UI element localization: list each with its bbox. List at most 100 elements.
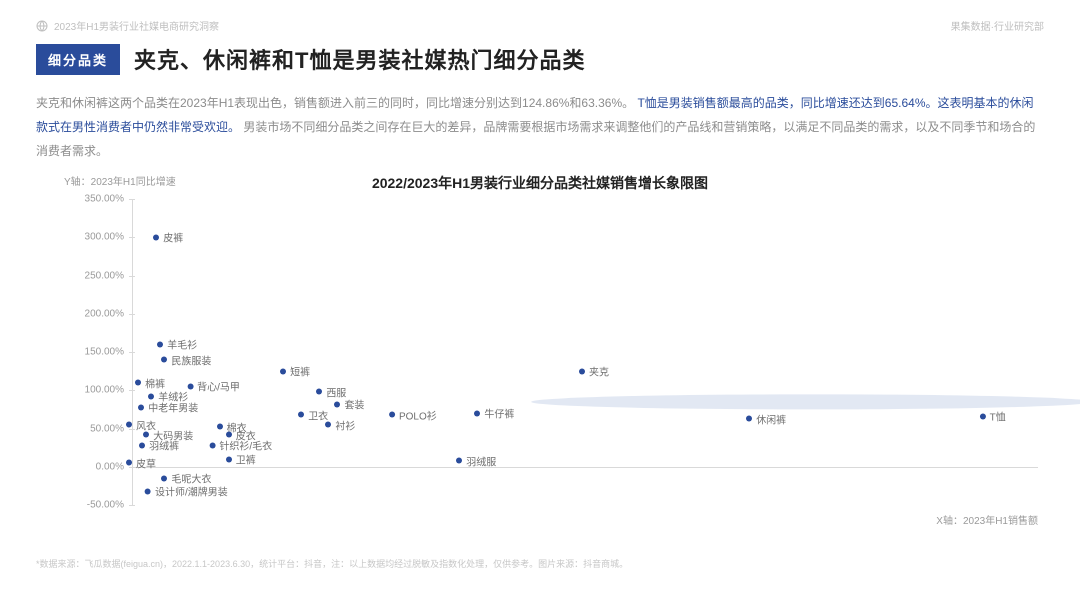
top-bar-right: 果集数据·行业研究部: [951, 18, 1044, 33]
point-dot: [161, 357, 167, 363]
scatter-point: 休闲裤: [746, 411, 786, 426]
point-dot: [474, 410, 480, 416]
point-label: 羽绒裤: [149, 438, 179, 453]
scatter-point: 卫衣: [298, 407, 328, 422]
highlight-halo: [531, 394, 1080, 409]
section-pill: 细分品类: [36, 44, 120, 75]
point-dot: [139, 442, 145, 448]
point-dot: [334, 401, 340, 407]
top-bar-left: 2023年H1男装行业社媒电商研究洞察: [36, 18, 219, 33]
scatter-point: 短裤: [280, 364, 310, 379]
point-dot: [456, 458, 462, 464]
scatter-point: 皮草: [126, 455, 156, 470]
y-tick-label: 300.00%: [85, 232, 124, 243]
point-dot: [135, 380, 141, 386]
top-bar: 2023年H1男装行业社媒电商研究洞察 果集数据·行业研究部: [36, 18, 1044, 33]
scatter-point: 设计师/潮牌男装: [145, 484, 228, 499]
y-tick-mark: [129, 352, 135, 353]
report-slide: 2023年H1男装行业社媒电商研究洞察 果集数据·行业研究部 细分品类 夹克、休…: [0, 0, 1080, 608]
scatter-point: POLO衫: [389, 407, 437, 422]
scatter-chart: Y轴：2023年H1同比增速 2022/2023年H1男装行业细分品类社媒销售增…: [36, 173, 1044, 553]
scatter-point: 夹克: [579, 364, 609, 379]
scatter-point: 卫裤: [226, 452, 256, 467]
y-tick-mark: [129, 314, 135, 315]
y-tick-mark: [129, 276, 135, 277]
scatter-point: 民族服装: [161, 352, 211, 367]
y-tick-mark: [129, 199, 135, 200]
footnote: *数据来源：飞瓜数据(feigua.cn)，2022.1.1-2023.6.30…: [36, 557, 1044, 570]
point-dot: [126, 422, 132, 428]
y-tick-label: 0.00%: [96, 461, 124, 472]
point-dot: [138, 404, 144, 410]
y-tick-label: 150.00%: [85, 347, 124, 358]
y-tick-label: 100.00%: [85, 385, 124, 396]
point-label: 皮草: [136, 455, 156, 470]
scatter-point: 皮裤: [153, 230, 183, 245]
point-label: 休闲裤: [756, 411, 786, 426]
y-tick-label: 250.00%: [85, 270, 124, 281]
point-dot: [579, 368, 585, 374]
point-label: 背心/马甲: [197, 379, 240, 394]
point-label: 棉裤: [145, 375, 165, 390]
scatter-point: 棉裤: [135, 375, 165, 390]
point-label: 牛仔裤: [484, 406, 514, 421]
point-label: POLO衫: [399, 407, 437, 422]
title-row: 细分品类 夹克、休闲裤和T恤是男装社媒热门细分品类: [36, 43, 1044, 75]
point-dot: [143, 432, 149, 438]
plot-area: -50.00%0.00%50.00%100.00%150.00%200.00%2…: [132, 199, 1038, 505]
point-dot: [157, 341, 163, 347]
scatter-point: 套装: [334, 397, 364, 412]
point-label: 皮裤: [163, 230, 183, 245]
scatter-point: 中老年男装: [138, 400, 198, 415]
point-dot: [746, 416, 752, 422]
globe-icon: [36, 20, 48, 32]
point-label: 短裤: [290, 364, 310, 379]
x-axis-line: [132, 467, 1038, 468]
y-tick-label: 350.00%: [85, 194, 124, 205]
scatter-point: 牛仔裤: [474, 406, 514, 421]
point-label: 设计师/潮牌男装: [155, 484, 228, 499]
point-dot: [389, 412, 395, 418]
y-tick-mark: [129, 237, 135, 238]
y-tick-label: -50.00%: [87, 500, 124, 511]
point-label: 卫裤: [236, 452, 256, 467]
point-dot: [316, 389, 322, 395]
point-dot: [161, 475, 167, 481]
point-dot: [298, 412, 304, 418]
scatter-point: 羊毛衫: [157, 337, 197, 352]
point-dot: [226, 432, 232, 438]
point-dot: [980, 413, 986, 419]
point-label: 民族服装: [171, 352, 211, 367]
point-label: 套装: [344, 397, 364, 412]
point-dot: [325, 422, 331, 428]
y-tick-mark: [129, 390, 135, 391]
scatter-point: 羽绒裤: [139, 438, 179, 453]
page-title: 夹克、休闲裤和T恤是男装社媒热门细分品类: [134, 43, 585, 75]
x-axis-label: X轴：2023年H1销售额: [936, 512, 1038, 527]
point-label: 羊毛衫: [167, 337, 197, 352]
y-tick-mark: [129, 505, 135, 506]
y-tick-label: 50.00%: [90, 423, 124, 434]
y-tick-label: 200.00%: [85, 308, 124, 319]
point-label: 中老年男装: [148, 400, 198, 415]
scatter-point: 羽绒服: [456, 453, 496, 468]
point-dot: [153, 234, 159, 240]
point-label: 夹克: [589, 364, 609, 379]
chart-title: 2022/2023年H1男装行业细分品类社媒销售增长象限图: [36, 173, 1044, 193]
point-dot: [217, 424, 223, 430]
body-seg-1: 夹克和休闲裤这两个品类在2023年H1表现出色，销售额进入前三的同时，同比增速分…: [36, 96, 634, 110]
scatter-point: T恤: [980, 409, 1006, 424]
point-label: 衬衫: [335, 417, 355, 432]
scatter-point: 衬衫: [325, 417, 355, 432]
doc-title-small: 2023年H1男装行业社媒电商研究洞察: [54, 18, 219, 33]
point-dot: [226, 456, 232, 462]
point-label: T恤: [990, 409, 1006, 424]
body-paragraph: 夹克和休闲裤这两个品类在2023年H1表现出色，销售额进入前三的同时，同比增速分…: [36, 91, 1044, 163]
scatter-point: 背心/马甲: [187, 379, 240, 394]
scatter-point: 针织衫/毛衣: [209, 438, 272, 453]
point-dot: [209, 442, 215, 448]
point-dot: [148, 393, 154, 399]
point-label: 羽绒服: [466, 453, 496, 468]
point-dot: [145, 488, 151, 494]
point-label: 针织衫/毛衣: [219, 438, 272, 453]
